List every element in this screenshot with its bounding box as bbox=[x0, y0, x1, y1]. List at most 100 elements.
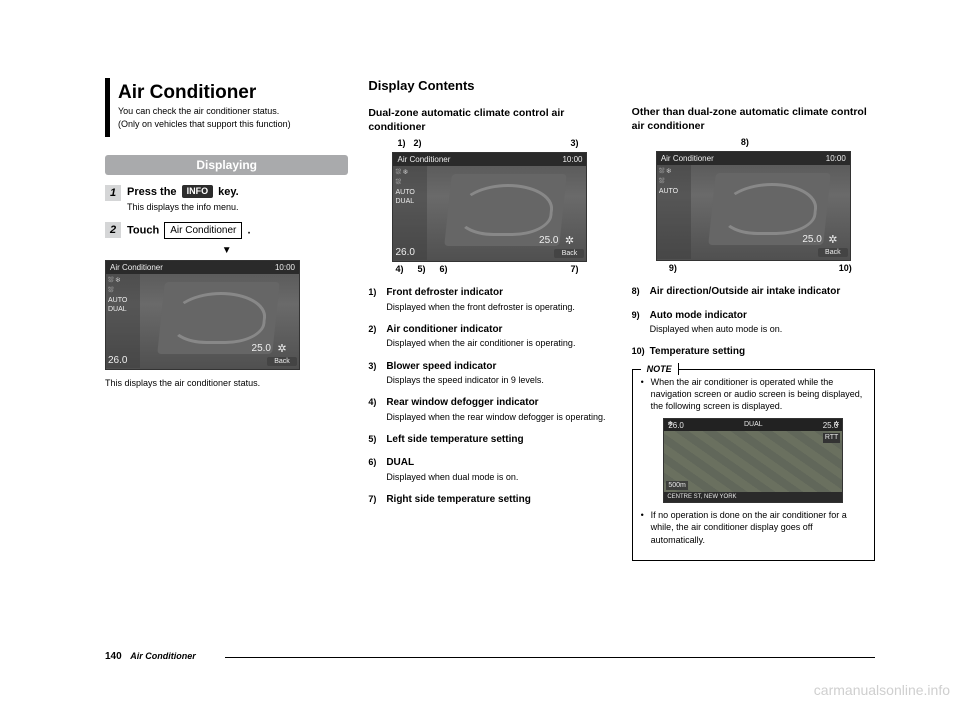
defrost-icon-2: ⛆ ❄ bbox=[395, 169, 425, 177]
right-temperature-3: 25.0 bbox=[802, 234, 821, 245]
step-2-number: 2 bbox=[105, 222, 121, 238]
watermark: carmanualsonline.info bbox=[814, 682, 950, 698]
item-1-num: 1) bbox=[368, 286, 386, 298]
item-10-title: Temperature setting bbox=[650, 346, 745, 357]
item-2-title: Air conditioner indicator bbox=[386, 324, 502, 335]
item-7-num: 7) bbox=[368, 493, 386, 505]
fan-icon-3: ✲ bbox=[818, 233, 848, 246]
note-box: NOTE When the air conditioner is operate… bbox=[632, 369, 875, 561]
left-temperature: 26.0 bbox=[108, 355, 127, 366]
ac2-title: Air Conditioner bbox=[397, 155, 450, 164]
item-9-desc: Displayed when auto mode is on. bbox=[650, 323, 875, 335]
callout-4: 4) bbox=[395, 264, 403, 274]
single-zone-figure: 8) Air Conditioner 10:00 ⛆ ❄ ⛆ AUTO bbox=[641, 139, 866, 275]
callout-3: 3) bbox=[570, 138, 578, 148]
display-contents-heading: Display Contents bbox=[368, 78, 611, 93]
item-6-desc: Displayed when dual mode is on. bbox=[386, 471, 611, 483]
ac2-time: 10:00 bbox=[562, 155, 582, 164]
ac-screen-figure-3: Air Conditioner 10:00 ⛆ ❄ ⛆ AUTO ✲ Back bbox=[656, 151, 851, 261]
page-footer: 140 Air Conditioner bbox=[105, 651, 875, 658]
item-6-title: DUAL bbox=[386, 457, 414, 468]
item-4-num: 4) bbox=[368, 396, 386, 408]
ac-screen-title: Air Conditioner bbox=[110, 263, 163, 272]
dual-zone-figure: 1) 2) 3) Air Conditioner 10:00 ⛆ ❄ ⛆ AUT… bbox=[377, 140, 602, 276]
left-temperature-2: 26.0 bbox=[395, 247, 414, 258]
ac-screen-figure-1: Air Conditioner 10:00 ⛆ ❄ ⛆ AUTO DUAL 26… bbox=[105, 260, 300, 370]
item-4-title: Rear window defogger indicator bbox=[386, 397, 538, 408]
callout-10: 10) bbox=[839, 263, 852, 273]
column-1: Air Conditioner You can check the air co… bbox=[105, 78, 348, 561]
fan-icon-2: ✲ bbox=[554, 234, 584, 247]
down-triangle-icon: ▼ bbox=[105, 245, 348, 256]
item-4-desc: Displayed when the rear window defogger … bbox=[386, 411, 611, 423]
column-3: Other than dual-zone automatic climate c… bbox=[632, 78, 875, 561]
item-5-title: Left side temperature setting bbox=[386, 434, 523, 445]
nav-dual: DUAL bbox=[744, 420, 763, 429]
back-button-3: Back bbox=[818, 248, 848, 257]
page-content: Air Conditioner You can check the air co… bbox=[105, 78, 875, 638]
column-layout: Air Conditioner You can check the air co… bbox=[105, 78, 875, 561]
auto-label-2: AUTO bbox=[395, 189, 425, 196]
item-7-title: Right side temperature setting bbox=[386, 494, 530, 505]
back-button-label: Back bbox=[267, 357, 297, 366]
footer-section: Air Conditioner bbox=[130, 651, 196, 661]
item-1-title: Front defroster indicator bbox=[386, 287, 503, 298]
right-temperature-2: 25.0 bbox=[539, 235, 558, 246]
ac3-title: Air Conditioner bbox=[661, 154, 714, 163]
page-title: Air Conditioner bbox=[118, 82, 342, 104]
single-zone-heading: Other than dual-zone automatic climate c… bbox=[632, 106, 875, 133]
nav-dist: 500m bbox=[666, 481, 688, 490]
indicator-list-dual: 1)Front defroster indicator Displayed whe… bbox=[368, 286, 611, 506]
callout-5: 5) bbox=[417, 264, 425, 274]
item-3-desc: Displays the speed indicator in 9 levels… bbox=[386, 374, 611, 386]
defrost-icon: ⛆ ❄ bbox=[108, 277, 138, 285]
item-2-num: 2) bbox=[368, 323, 386, 335]
step-1-post: key. bbox=[215, 186, 239, 198]
nav-overlay-figure: ❄ DUAL ✲ 26.0 25.0 RTT 500m CENTRE ST, N… bbox=[663, 418, 843, 503]
dual-label: DUAL bbox=[108, 306, 138, 313]
callout-1: 1) bbox=[397, 138, 405, 148]
dual-label-2: DUAL bbox=[395, 198, 425, 205]
right-temperature: 25.0 bbox=[252, 343, 271, 354]
step-1-text: Press the INFO key. bbox=[127, 185, 348, 199]
nav-location: CENTRE ST, NEW YORK bbox=[664, 492, 842, 502]
figure-1-caption: This displays the air conditioner status… bbox=[105, 378, 348, 390]
callout-2: 2) bbox=[413, 138, 421, 148]
auto-label-3: AUTO bbox=[659, 188, 689, 195]
item-8-num: 8) bbox=[632, 285, 650, 297]
defrost-icon-3: ⛆ ❄ bbox=[659, 168, 689, 176]
item-6-num: 6) bbox=[368, 456, 386, 468]
page-subtitle-1: You can check the air conditioner status… bbox=[118, 106, 342, 117]
item-2-desc: Displayed when the air conditioner is op… bbox=[386, 337, 611, 349]
fan-icon: ✲ bbox=[267, 342, 297, 355]
step-2: 2 Touch Air Conditioner . bbox=[105, 222, 348, 239]
info-key-chip: INFO bbox=[182, 185, 214, 199]
callout-7: 7) bbox=[570, 264, 578, 274]
ac-screen-figure-2: Air Conditioner 10:00 ⛆ ❄ ⛆ AUTO DUAL 26… bbox=[392, 152, 587, 262]
title-block: Air Conditioner You can check the air co… bbox=[105, 78, 348, 137]
note-item-1: When the air conditioner is operated whi… bbox=[641, 376, 866, 412]
item-10-num: 10) bbox=[632, 345, 650, 357]
nav-map-area: RTT 500m bbox=[664, 431, 842, 492]
rear-defog-icon-3: ⛆ bbox=[659, 178, 689, 186]
callout-8: 8) bbox=[741, 137, 749, 147]
step-2-pre: Touch bbox=[127, 224, 162, 236]
dual-zone-heading: Dual-zone automatic climate control air … bbox=[368, 107, 611, 134]
item-3-title: Blower speed indicator bbox=[386, 361, 496, 372]
air-conditioner-button-chip: Air Conditioner bbox=[164, 222, 242, 239]
step-1-number: 1 bbox=[105, 185, 121, 201]
item-9-num: 9) bbox=[632, 309, 650, 321]
item-8-title: Air direction/Outside air intake indicat… bbox=[650, 286, 841, 297]
nav-rtt: RTT bbox=[823, 433, 840, 442]
step-1-pre: Press the bbox=[127, 186, 180, 198]
auto-label: AUTO bbox=[108, 297, 138, 304]
item-3-num: 3) bbox=[368, 360, 386, 372]
ac3-time: 10:00 bbox=[826, 154, 846, 163]
rear-defog-icon: ⛆ bbox=[108, 287, 138, 295]
callout-6: 6) bbox=[439, 264, 447, 274]
item-9-title: Auto mode indicator bbox=[650, 310, 747, 321]
step-1-desc: This displays the info menu. bbox=[127, 202, 348, 212]
ac-screen-time: 10:00 bbox=[275, 263, 295, 272]
step-2-text: Touch Air Conditioner . bbox=[127, 222, 348, 239]
item-5-num: 5) bbox=[368, 433, 386, 445]
